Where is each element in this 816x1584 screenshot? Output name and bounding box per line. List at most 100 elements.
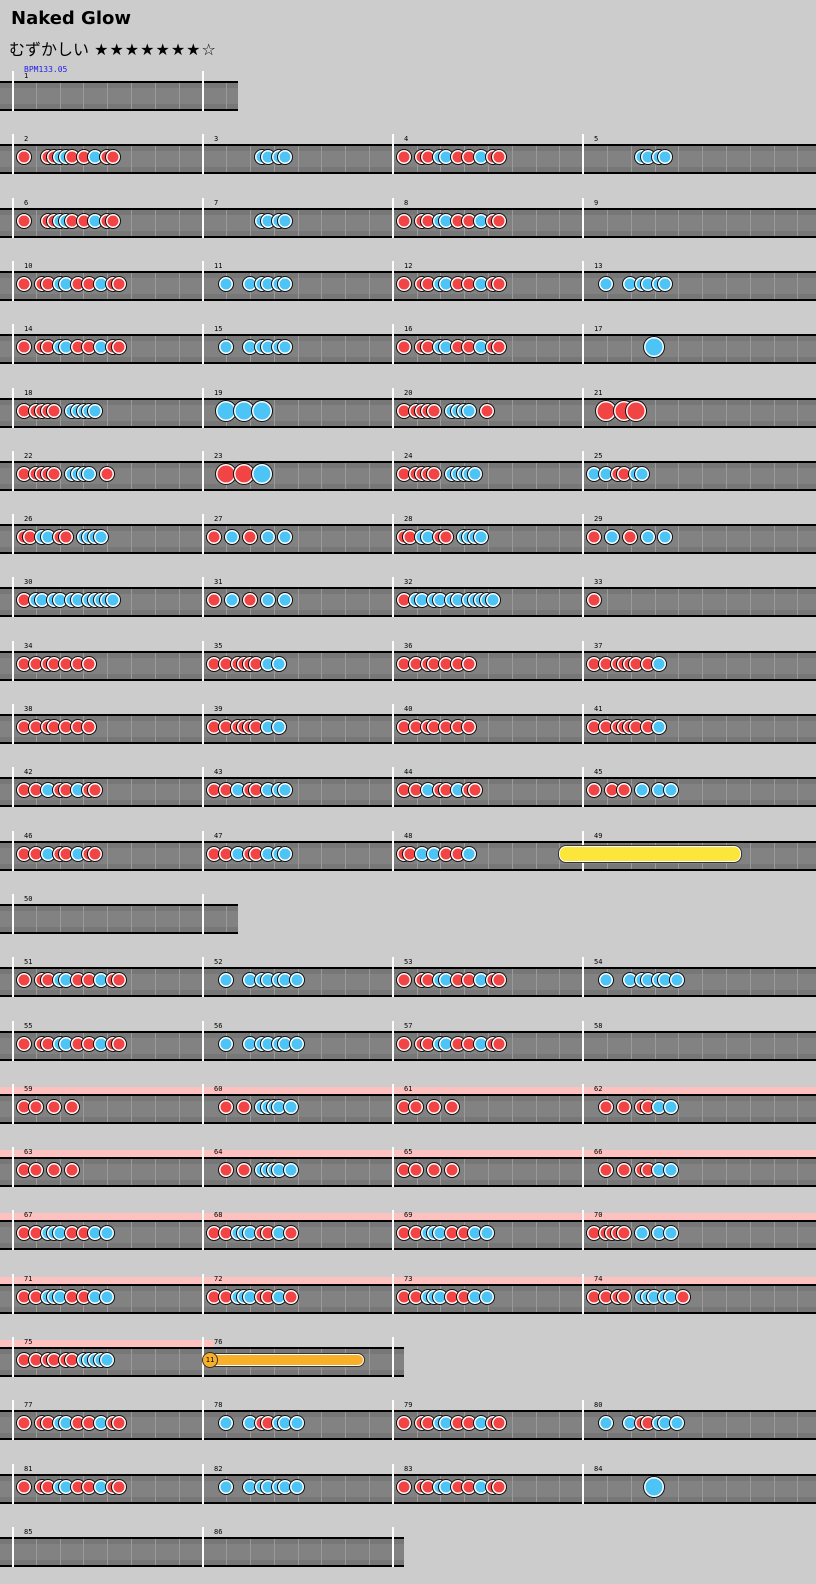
beat-line [488, 1159, 489, 1186]
measure-number: 50 [24, 894, 33, 903]
ka-note [485, 592, 502, 609]
measure-number: 53 [404, 958, 413, 967]
beat-line [60, 1538, 61, 1565]
beat-line [797, 652, 798, 679]
ka-note [223, 592, 240, 609]
beat-line [179, 1475, 180, 1502]
beat-line [702, 716, 703, 742]
don-note [45, 402, 62, 419]
measure-line [392, 1526, 394, 1567]
beat-line [179, 526, 180, 553]
measure-number: 63 [24, 1148, 33, 1157]
beat-line [631, 336, 632, 363]
beat-line [179, 272, 180, 299]
don-note [111, 339, 128, 356]
beat-line [774, 1222, 775, 1249]
measure-number: 52 [214, 958, 223, 967]
measure-number: 45 [594, 768, 603, 777]
don-note [675, 1288, 692, 1305]
beat-line [369, 272, 370, 299]
measure-line [582, 1083, 584, 1124]
beat-line [559, 1095, 560, 1122]
beat-line [369, 1285, 370, 1312]
beat-line [155, 905, 156, 932]
beat-line [345, 1475, 346, 1502]
ka-note [663, 782, 680, 799]
don-note [491, 149, 508, 166]
beat-line [107, 399, 108, 426]
beat-line [536, 779, 537, 806]
beat-line [536, 336, 537, 363]
beat-line [750, 1159, 751, 1186]
song-title: Naked Glow [11, 8, 131, 29]
bpm-label: BPM133.05 [24, 65, 68, 74]
beat-line [774, 779, 775, 806]
measure-number: 37 [594, 641, 603, 650]
beat-line [726, 146, 727, 173]
measure-number: 9 [594, 198, 599, 207]
measure-number: 55 [24, 1021, 33, 1030]
beat-line [179, 969, 180, 996]
ka-note [99, 1352, 116, 1368]
ka-note [479, 1288, 496, 1305]
don-note [111, 275, 128, 292]
don-note [45, 1162, 62, 1179]
measure-line [12, 324, 14, 365]
beat-line [107, 1538, 108, 1565]
beat-line [512, 716, 513, 742]
beat-line [321, 1538, 322, 1565]
measure-line [12, 1526, 14, 1567]
beat-line [726, 1412, 727, 1439]
beat-line [559, 1285, 560, 1312]
beat-line [131, 716, 132, 742]
ka-note [223, 529, 240, 546]
measure-line [582, 197, 584, 238]
don-note [461, 655, 478, 672]
beat-line [298, 146, 299, 173]
beat-line [774, 399, 775, 426]
measure-line [582, 324, 584, 365]
beat-line [702, 462, 703, 489]
beat-line [488, 779, 489, 806]
beat-line [345, 146, 346, 173]
beat-line [321, 716, 322, 742]
measure-line [12, 1337, 14, 1377]
beat-line [678, 526, 679, 553]
ka-note [283, 1098, 300, 1115]
ka-note [277, 212, 294, 229]
beat-line [678, 209, 679, 236]
measure-number: 33 [594, 578, 603, 587]
don-note [425, 1098, 442, 1115]
don-note [111, 1415, 128, 1432]
ka-note [663, 1162, 680, 1179]
beat-line [321, 1095, 322, 1122]
beat-line [155, 1349, 156, 1375]
beat-line [774, 272, 775, 299]
beat-line [131, 1412, 132, 1439]
measure-number: 24 [404, 451, 413, 460]
beat-line [131, 1349, 132, 1375]
measure-number: 20 [404, 388, 413, 397]
beat-line [107, 905, 108, 932]
measure-line [202, 767, 204, 808]
measure-line [12, 830, 14, 871]
beat-line [774, 1285, 775, 1312]
beat-line [36, 1538, 37, 1565]
beat-line [226, 1538, 227, 1565]
measure-line [12, 640, 14, 681]
don-note [425, 402, 442, 419]
beat-line [774, 589, 775, 616]
ka-note [99, 1288, 116, 1305]
measure-number: 76 [214, 1338, 223, 1346]
ka-note [259, 592, 276, 609]
don-note [235, 1162, 252, 1179]
don-note [396, 339, 412, 356]
don-note [283, 1225, 300, 1242]
don-note [235, 1098, 252, 1115]
don-note [597, 1162, 614, 1179]
beat-line [774, 1159, 775, 1186]
don-note [206, 592, 222, 609]
beat-line [226, 83, 227, 109]
beat-line [512, 336, 513, 363]
ka-note [283, 1162, 300, 1179]
